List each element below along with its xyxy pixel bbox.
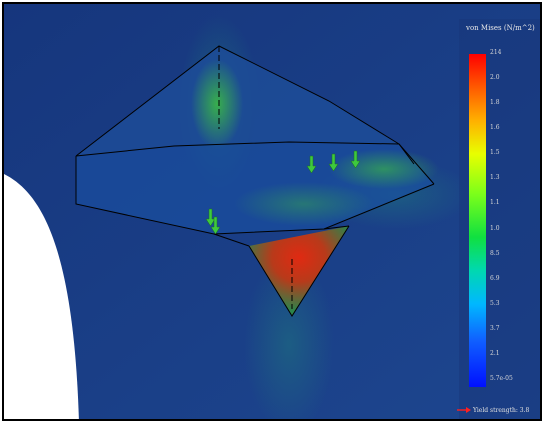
legend-tick: 5.3 (490, 299, 500, 307)
legend-tick: 214 (490, 49, 502, 56)
yield-strength-label: Yield strength: 3.8 (473, 406, 530, 414)
legend-tick: 1.1 (490, 199, 500, 207)
load-arrow-icon (205, 150, 361, 235)
legend-title: von Mises (N/m^2) (466, 24, 535, 32)
legend-tick: 1.0 (490, 224, 500, 232)
slab-glow (329, 149, 439, 189)
legend-tick: 6.9 (490, 274, 500, 282)
stress-model-plot (4, 4, 540, 419)
legend-tick: 1.6 (490, 124, 500, 132)
slab-glow-2 (234, 182, 374, 226)
stress-band-lower (244, 254, 334, 419)
legend-tick: 1.3 (490, 174, 500, 182)
legend-tick: 2.1 (490, 349, 500, 357)
color-scale-bar (469, 54, 486, 387)
simulation-viewport[interactable]: von Mises (N/m^2) 214 2.0 1.8 1.6 1.5 1.3 1.1 1… (2, 2, 542, 421)
legend-tick: 5.7e-05 (490, 375, 513, 382)
yield-strength-indicator: Yield strength: 3.8 (457, 406, 529, 414)
wireframe-edges (75, 45, 435, 317)
legend-tick: 3.7 (490, 324, 500, 332)
apex-glow (191, 59, 243, 149)
legend-tick: 2.0 (490, 74, 500, 82)
legend-tick: 8.5 (490, 249, 500, 257)
lower-pyramid (249, 226, 349, 316)
cutout-hole (4, 174, 79, 419)
legend-tick: 1.8 (490, 99, 500, 107)
legend-tick: 1.5 (490, 149, 500, 157)
yield-arrow-icon (457, 407, 471, 413)
